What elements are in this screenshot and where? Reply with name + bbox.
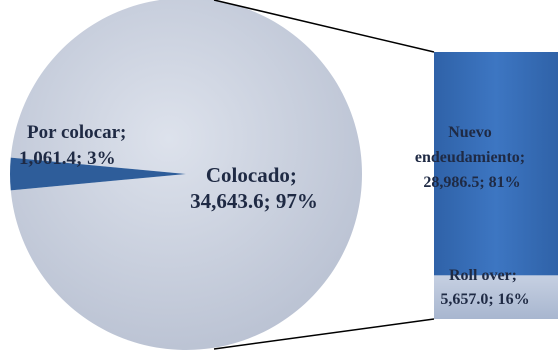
- data-label-colocado: Colocado; 34,643.6; 97%: [190, 163, 318, 213]
- data-label-por-colocar: Por colocar; 1,061.4; 3%: [19, 122, 131, 169]
- connector-line-bottom: [213, 318, 435, 350]
- bar-segment-nuevo-endeudamiento: [434, 52, 558, 276]
- pie-slice-colocado: [10, 0, 363, 350]
- bar-segment-roll-over: [434, 275, 558, 319]
- connector-line-top: [213, 0, 435, 53]
- stacked-bar-group: [434, 52, 558, 319]
- pie-slice-por-colocar: [10, 157, 186, 191]
- pie-group: [10, 0, 363, 350]
- data-label-roll-over: Roll over; 5,657.0; 16%: [440, 267, 529, 308]
- data-label-nuevo-endeudamiento: Nuevo endeudamiento; 28,986.5; 81%: [415, 124, 529, 191]
